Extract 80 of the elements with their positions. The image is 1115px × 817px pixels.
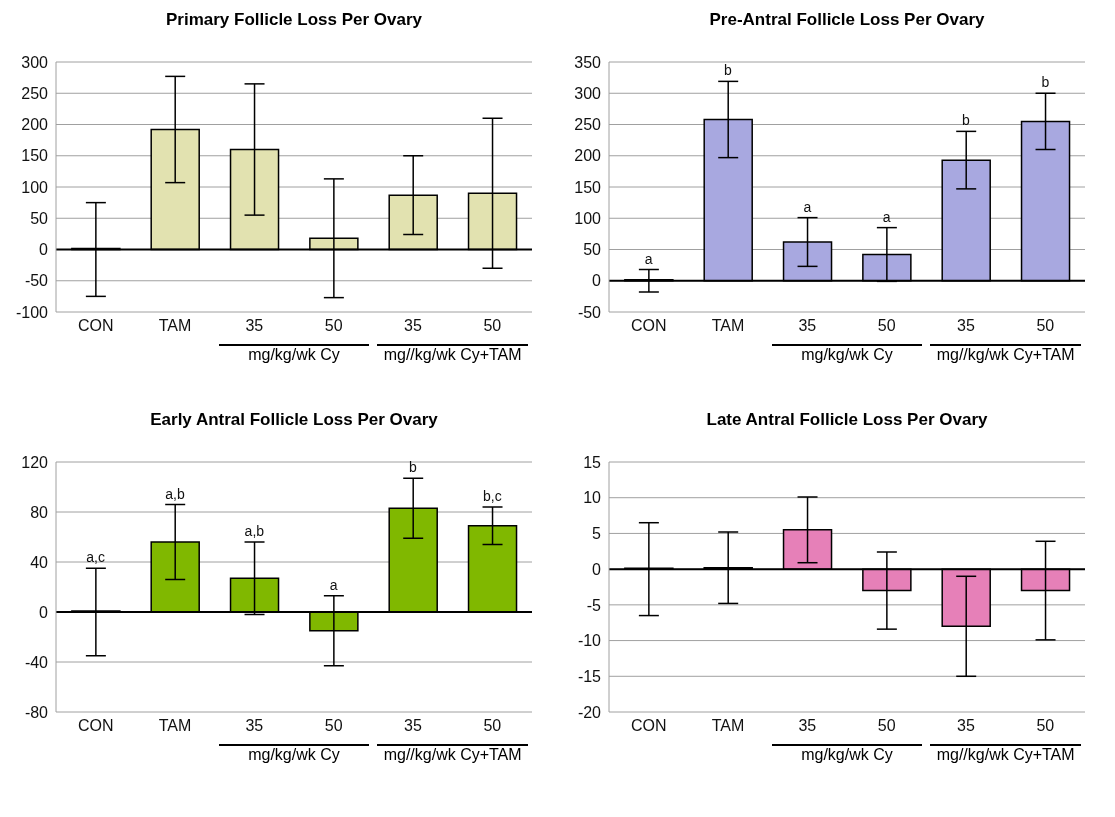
y-tick-label: 300 xyxy=(21,53,49,71)
annotation: a,b xyxy=(165,485,185,502)
chart-title: Primary Follicle Loss Per Ovary xyxy=(164,9,424,31)
y-tick-label: 10 xyxy=(583,489,602,507)
text: mg/kg/wk Cy xyxy=(247,346,341,364)
x-tick-label: 35 xyxy=(245,717,264,735)
x-tick-label: 35 xyxy=(404,317,422,335)
y-tick-label: -50 xyxy=(577,303,602,321)
x-tick-label: 50 xyxy=(877,717,896,735)
annotation: b xyxy=(724,62,733,79)
x-tick-label: 50 xyxy=(483,717,502,735)
x-tick-label: CON xyxy=(630,317,667,335)
y-tick-label: -50 xyxy=(24,272,49,290)
x-tick-label: CON xyxy=(77,717,114,735)
x-tick-label: CON xyxy=(77,317,114,335)
text: mg//kg/wk Cy+TAM xyxy=(382,746,523,764)
x-tick-label: 35 xyxy=(404,717,422,735)
x-tick-label: 50 xyxy=(1036,317,1055,335)
annotation: b xyxy=(962,112,971,129)
text: mg//kg/wk Cy+TAM xyxy=(935,346,1076,364)
x-tick-label: 35 xyxy=(245,317,264,335)
y-tick-label: 50 xyxy=(30,209,49,227)
text: mg/kg/wk Cy xyxy=(247,746,341,764)
annotation: a xyxy=(803,198,812,215)
x-tick-label: 50 xyxy=(324,717,343,735)
y-tick-label: 5 xyxy=(592,525,602,543)
y-tick-label: 120 xyxy=(21,453,49,471)
y-tick-label: -15 xyxy=(577,667,602,685)
y-tick-label: 0 xyxy=(592,272,602,290)
annotation: b xyxy=(1041,74,1050,91)
y-tick-label: 0 xyxy=(592,560,602,578)
text: mg//kg/wk Cy+TAM xyxy=(382,346,523,364)
annotation: a,b xyxy=(244,523,265,539)
x-tick-label: 50 xyxy=(324,317,343,335)
y-tick-label: 200 xyxy=(574,147,602,165)
y-tick-label: -10 xyxy=(577,632,602,650)
annotation: a xyxy=(329,576,338,593)
y-tick-label: 80 xyxy=(30,503,49,521)
x-tick-label: 50 xyxy=(483,317,502,335)
text: mg//kg/wk Cy+TAM xyxy=(935,746,1076,764)
x-tick-label: TAM xyxy=(711,317,745,335)
y-tick-label: 200 xyxy=(21,116,49,134)
text: mg/kg/wk Cy xyxy=(800,346,894,364)
y-tick-label: 300 xyxy=(574,84,602,102)
y-tick-label: 150 xyxy=(574,178,602,196)
annotation: b xyxy=(409,459,418,476)
y-tick-label: 100 xyxy=(21,178,49,196)
annotation: b,c xyxy=(482,488,502,504)
y-tick-label: 250 xyxy=(574,116,602,134)
y-tick-label: 150 xyxy=(21,147,49,165)
chart-title: Pre-Antral Follicle Loss Per Ovary xyxy=(708,9,986,31)
x-tick-label: CON xyxy=(630,717,667,735)
x-tick-label: 35 xyxy=(798,717,817,735)
y-tick-label: -80 xyxy=(24,703,49,721)
y-tick-label: 15 xyxy=(583,453,602,471)
text: mg/kg/wk Cy xyxy=(800,746,894,764)
y-tick-label: 0 xyxy=(39,603,49,621)
annotation: a xyxy=(882,208,891,225)
chart-title: Late Antral Follicle Loss Per Ovary xyxy=(705,409,989,431)
y-tick-label: -20 xyxy=(577,703,602,721)
annotation: a,c xyxy=(86,549,106,566)
y-tick-label: -40 xyxy=(24,653,49,671)
y-tick-label: 100 xyxy=(574,209,602,227)
y-tick-label: 250 xyxy=(21,84,49,102)
y-tick-label: -100 xyxy=(15,303,49,321)
y-tick-label: 350 xyxy=(574,53,602,71)
x-tick-label: TAM xyxy=(711,717,745,735)
x-tick-label: TAM xyxy=(158,317,192,335)
x-tick-label: 50 xyxy=(1036,717,1055,735)
y-tick-label: 0 xyxy=(39,241,49,259)
chart-title: Early Antral Follicle Loss Per Ovary xyxy=(149,409,439,431)
y-tick-label: 40 xyxy=(30,553,49,571)
y-tick-label: -5 xyxy=(586,596,602,614)
x-tick-label: 35 xyxy=(957,317,975,335)
y-tick-label: 50 xyxy=(583,241,602,259)
x-tick-label: TAM xyxy=(158,717,192,735)
x-tick-label: 35 xyxy=(957,717,975,735)
x-tick-label: 35 xyxy=(798,317,817,335)
x-tick-label: 50 xyxy=(877,317,896,335)
annotation: a xyxy=(644,250,653,267)
